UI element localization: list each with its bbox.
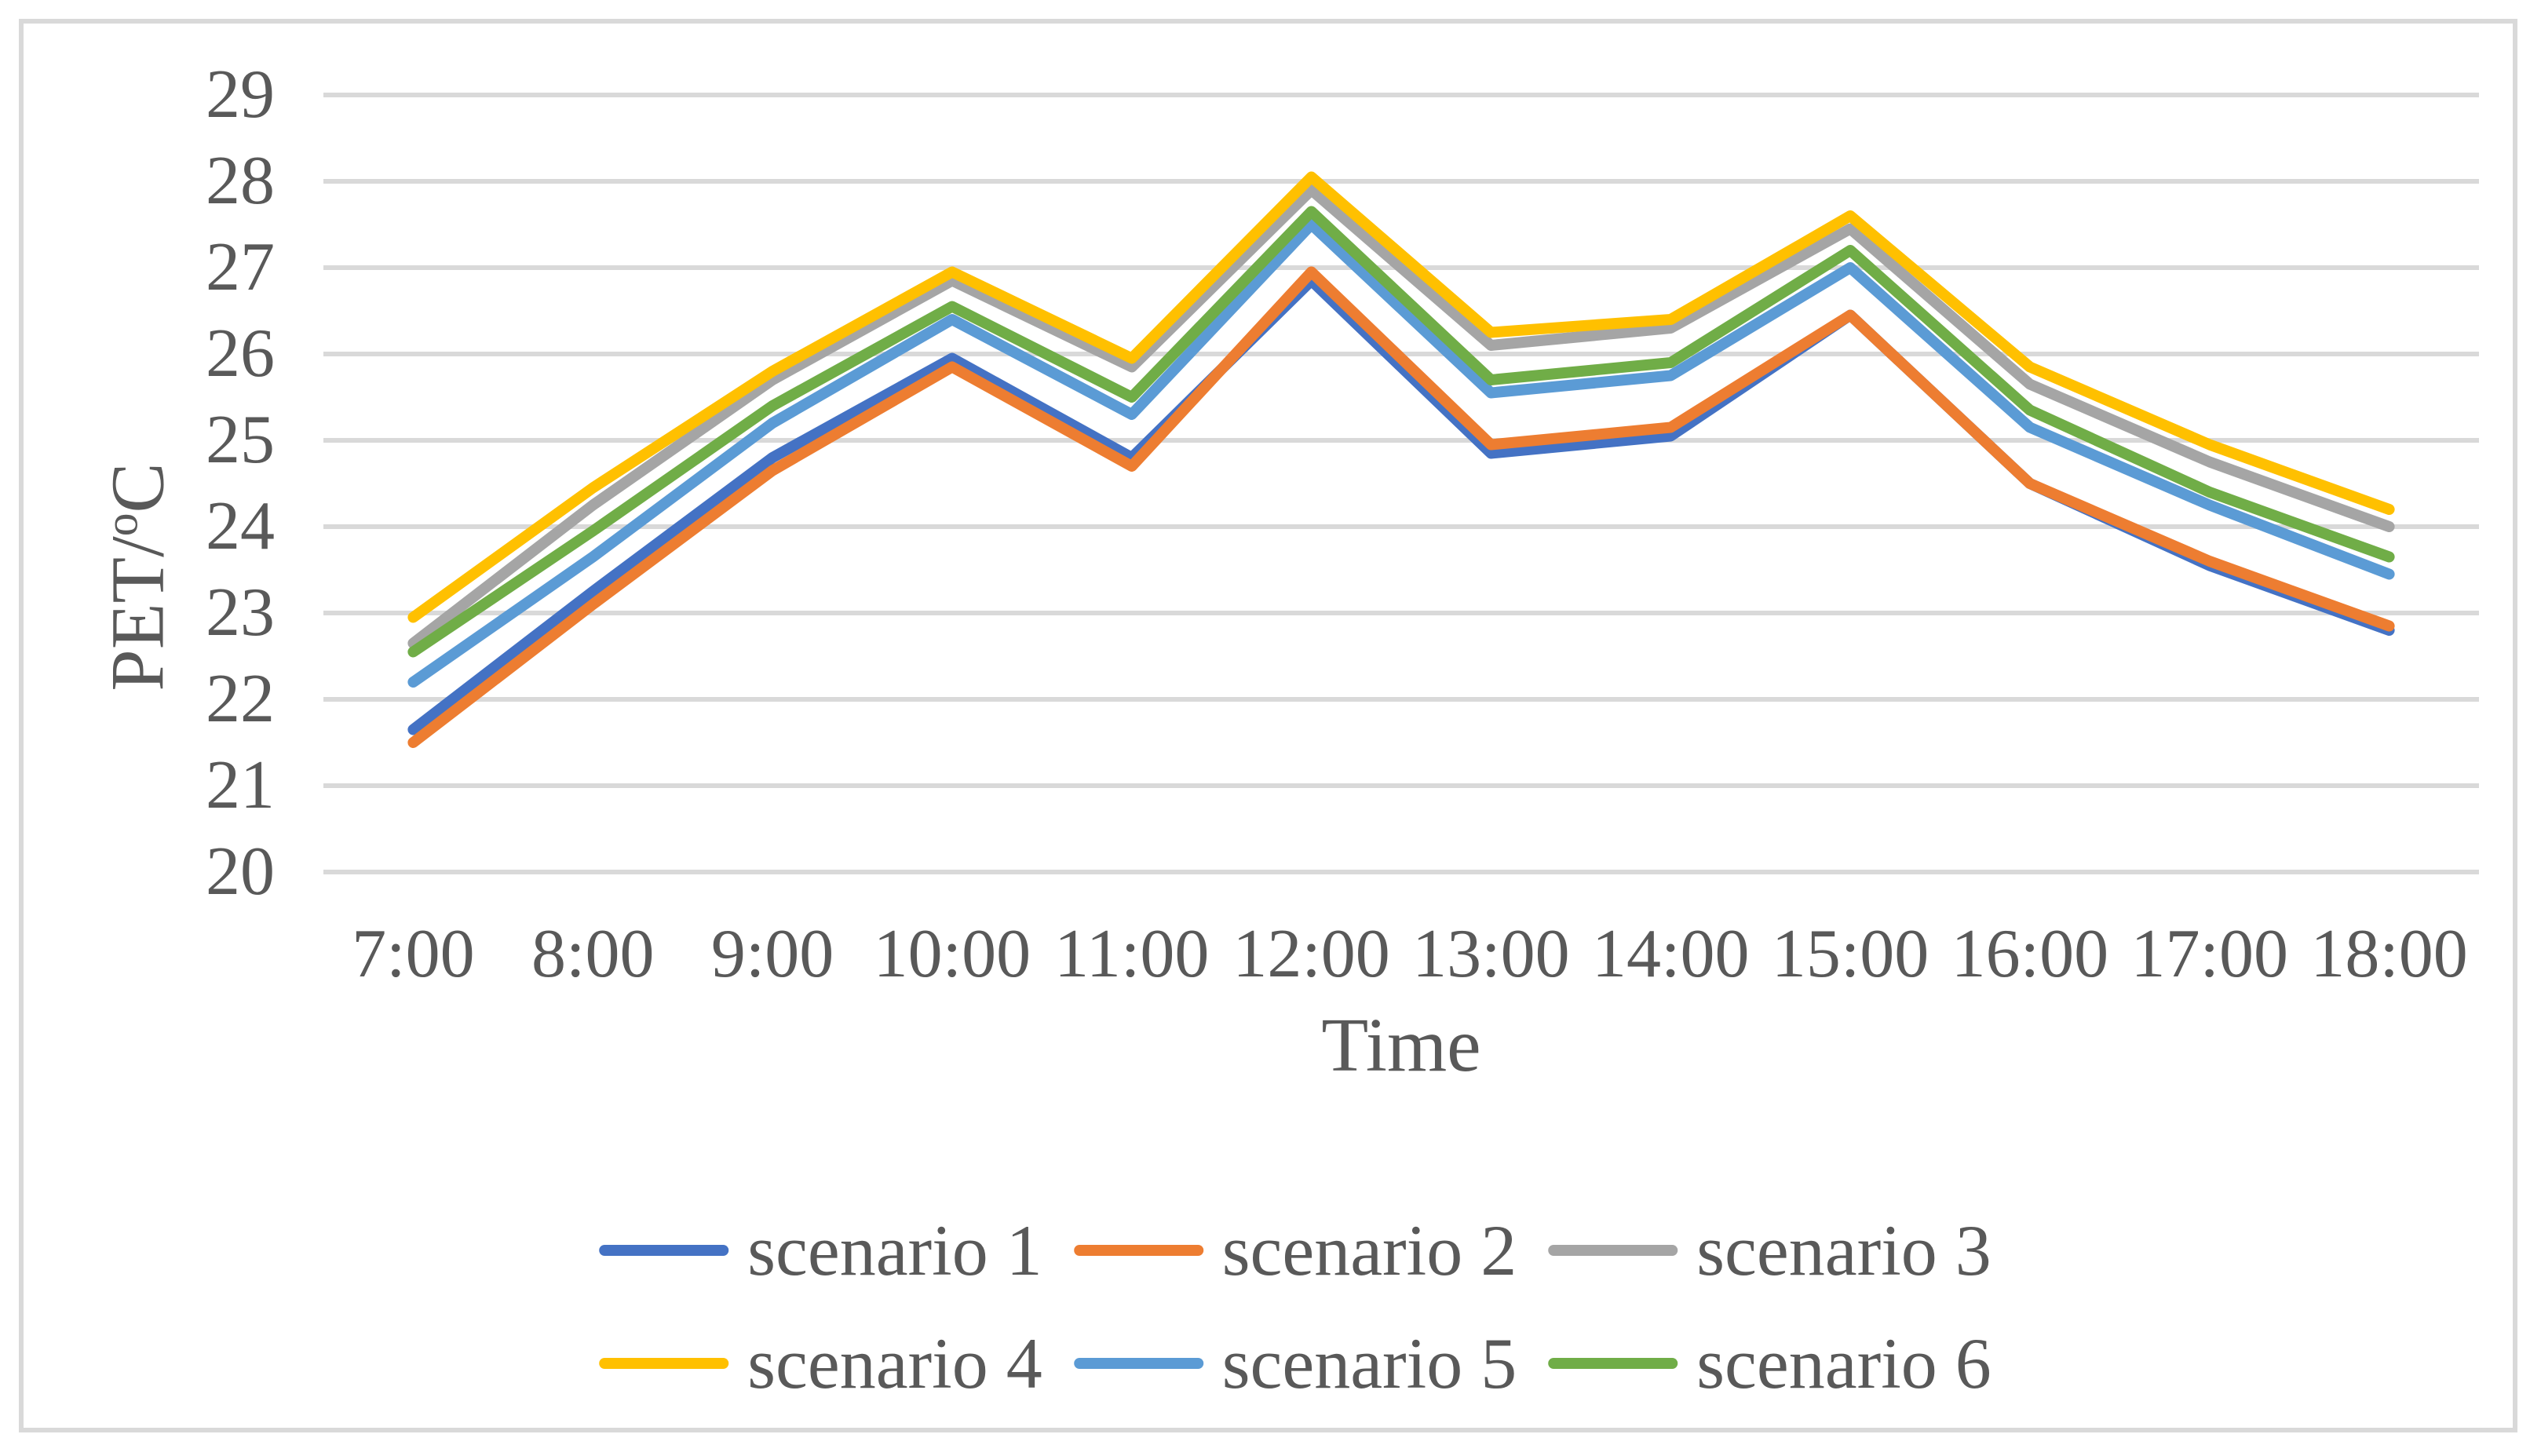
legend-label-scenario-1: scenario 1 (747, 1210, 1042, 1290)
x-tick-label-1800: 18:00 (2310, 916, 2468, 992)
legend-swatch-scenario-2 (1073, 1245, 1203, 1256)
legend-label-scenario-2: scenario 2 (1221, 1210, 1517, 1290)
y-tick-label-20: 20 (206, 834, 275, 910)
y-tick-label-25: 25 (206, 402, 275, 478)
legend-swatch-scenario-6 (1548, 1358, 1678, 1369)
legend-row-1: scenario 1 scenario 2 scenario 3 (599, 1207, 1992, 1294)
x-axis-title: Time (1321, 1003, 1481, 1088)
y-tick-label-21: 21 (206, 747, 275, 823)
x-tick-label-1200: 12:00 (1232, 916, 1390, 992)
y-axis-title: PET/oC (94, 462, 181, 691)
legend-item-scenario-2: scenario 2 (1073, 1207, 1517, 1294)
legend-swatch-scenario-3 (1548, 1245, 1678, 1256)
legend-label-scenario-3: scenario 3 (1696, 1210, 1992, 1290)
y-tick-label-24: 24 (206, 488, 275, 564)
y-tick-label-26: 26 (206, 316, 275, 392)
legend-item-scenario-6: scenario 6 (1548, 1320, 1992, 1407)
x-tick-label-1400: 14:00 (1592, 916, 1750, 992)
x-tick-label-700: 7:00 (352, 916, 475, 992)
x-tick-label-1000: 10:00 (873, 916, 1031, 992)
y-tick-label-27: 27 (206, 229, 275, 305)
x-tick-label-1700: 17:00 (2130, 916, 2288, 992)
x-tick-label-1100: 11:00 (1054, 916, 1210, 992)
y-tick-label-29: 29 (206, 57, 275, 133)
chart-legend: scenario 1 scenario 2 scenario 3 scenario 4… (599, 1207, 1992, 1407)
legend-swatch-scenario-4 (599, 1358, 729, 1369)
y-axis-title-main: PET/ (95, 536, 180, 692)
figure-border (19, 19, 2517, 1432)
legend-label-scenario-4: scenario 4 (747, 1323, 1042, 1403)
legend-swatch-scenario-1 (599, 1245, 729, 1256)
series-line-scenario-4 (407, 171, 2395, 623)
x-tick-label-1300: 13:00 (1412, 916, 1570, 992)
y-tick-label-22: 22 (206, 661, 275, 737)
legend-item-scenario-5: scenario 5 (1073, 1320, 1517, 1407)
series-line-scenario-5 (407, 219, 2395, 688)
series-line-scenario-3 (407, 184, 2395, 649)
legend-row-2: scenario 4 scenario 5 scenario 6 (599, 1320, 1992, 1407)
legend-label-scenario-5: scenario 5 (1221, 1323, 1517, 1403)
x-tick-label-900: 9:00 (710, 916, 834, 992)
x-tick-label-800: 8:00 (531, 916, 655, 992)
legend-swatch-scenario-5 (1073, 1358, 1203, 1369)
y-axis-title-unit: C (95, 462, 180, 513)
series-line-scenario-6 (407, 206, 2395, 658)
series-lines (407, 171, 2395, 748)
y-axis-title-degree-symbol: o (95, 513, 148, 537)
x-tick-label-1600: 16:00 (1951, 916, 2109, 992)
series-line-scenario-2 (407, 266, 2395, 748)
legend-item-scenario-3: scenario 3 (1548, 1207, 1992, 1294)
y-tick-label-28: 28 (206, 143, 275, 219)
legend-item-scenario-1: scenario 1 (599, 1207, 1042, 1294)
y-tick-label-23: 23 (206, 575, 275, 651)
legend-label-scenario-6: scenario 6 (1696, 1323, 1992, 1403)
legend-item-scenario-4: scenario 4 (599, 1320, 1042, 1407)
x-tick-label-1500: 15:00 (1771, 916, 1929, 992)
